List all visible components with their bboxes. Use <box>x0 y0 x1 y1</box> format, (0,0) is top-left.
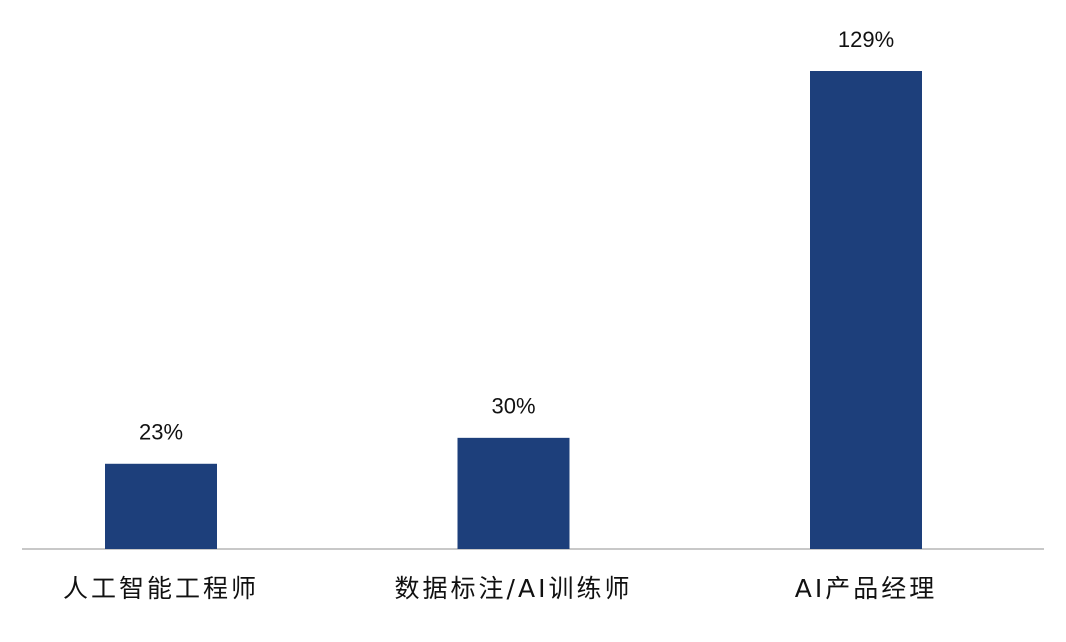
value-label: 129% <box>838 27 894 52</box>
value-label: 30% <box>491 394 535 419</box>
bar <box>810 71 922 549</box>
x-tick-label: 数据标注/AI训练师 <box>395 574 633 603</box>
bar <box>457 437 570 549</box>
x-tick-label: AI产品经理 <box>795 574 937 603</box>
bar <box>105 463 217 549</box>
value-label: 23% <box>139 420 183 445</box>
x-tick-label: 人工智能工程师 <box>63 574 259 603</box>
